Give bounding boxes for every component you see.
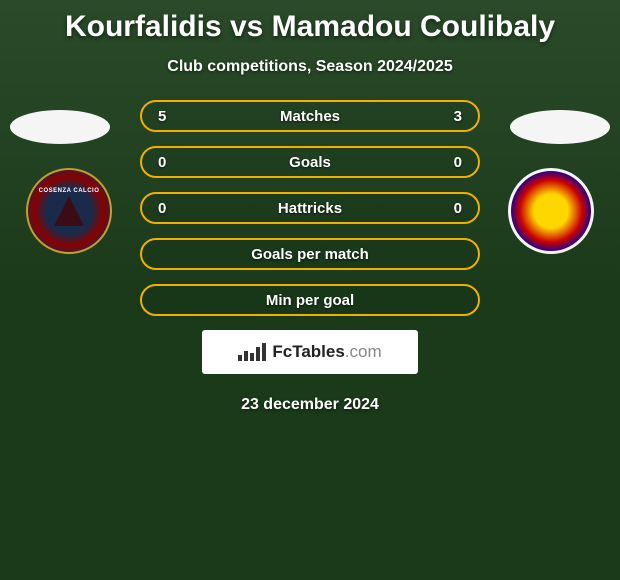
player-avatar-left — [10, 110, 110, 144]
stat-right-value: 0 — [454, 200, 462, 217]
stat-label: Matches — [280, 108, 340, 125]
stat-row-matches: 5 Matches 3 — [140, 100, 480, 132]
player-avatar-right — [510, 110, 610, 144]
stat-row-goals-per-match: Goals per match — [140, 238, 480, 270]
stat-rows: 5 Matches 3 0 Goals 0 0 Hattricks 0 Goal… — [140, 100, 480, 316]
stat-row-hattricks: 0 Hattricks 0 — [140, 192, 480, 224]
generation-date: 23 december 2024 — [0, 396, 620, 414]
brand-strong: FcTables — [272, 342, 344, 361]
stat-row-goals: 0 Goals 0 — [140, 146, 480, 178]
chart-icon — [238, 343, 266, 361]
stat-label: Min per goal — [266, 292, 354, 309]
stat-label: Goals per match — [251, 246, 369, 263]
crest-left-label: COSENZA CALCIO — [39, 188, 100, 194]
stat-label: Hattricks — [278, 200, 342, 217]
stat-label: Goals — [289, 154, 331, 171]
comparison-panel: COSENZA CALCIO 5 Matches 3 0 Goals 0 0 H… — [0, 100, 620, 414]
stat-right-value: 3 — [454, 108, 462, 125]
brand-badge[interactable]: FcTables.com — [202, 330, 418, 374]
brand-light: .com — [345, 342, 382, 361]
page-subtitle: Club competitions, Season 2024/2025 — [0, 58, 620, 76]
club-crest-left: COSENZA CALCIO — [26, 168, 112, 254]
page-title: Kourfalidis vs Mamadou Coulibaly — [0, 0, 620, 44]
brand-text: FcTables.com — [272, 342, 381, 362]
stat-left-value: 5 — [158, 108, 166, 125]
stat-left-value: 0 — [158, 200, 166, 217]
stat-left-value: 0 — [158, 154, 166, 171]
stat-row-min-per-goal: Min per goal — [140, 284, 480, 316]
stat-right-value: 0 — [454, 154, 462, 171]
club-crest-right — [508, 168, 594, 254]
